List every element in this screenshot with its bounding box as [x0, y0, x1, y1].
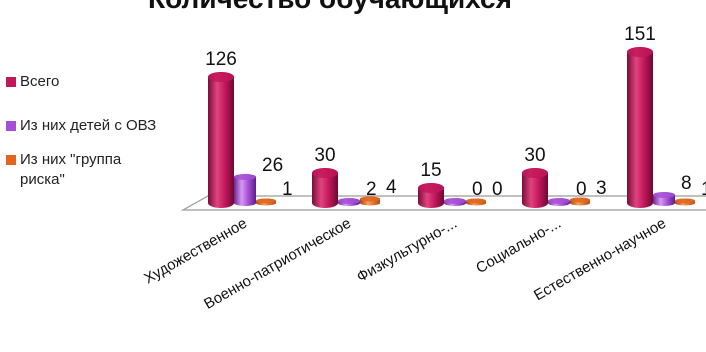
legend-label: Всего [20, 73, 60, 90]
value-label: 0 [492, 179, 503, 200]
value-label: 0 [576, 179, 587, 200]
bar-cap [522, 168, 548, 178]
value-label: 1 [701, 179, 706, 200]
value-label: 30 [524, 145, 545, 166]
bar [312, 168, 338, 208]
bar-cap [466, 198, 486, 204]
bar-cap [338, 198, 360, 204]
legend-label: Из них "группа риска" [20, 151, 122, 188]
bar-cap [256, 198, 276, 204]
bar [570, 197, 590, 206]
value-label: 3 [596, 178, 607, 199]
value-label: 26 [262, 155, 283, 176]
bar [338, 198, 360, 206]
category-label: Социально-... [473, 215, 564, 277]
bar-cap [653, 192, 675, 198]
bar-cap [234, 174, 256, 180]
value-label: 30 [314, 145, 335, 166]
chart-title: Количество обучающихся [148, 0, 512, 14]
category-label: Художественное [141, 215, 250, 288]
value-label: 15 [420, 160, 441, 181]
bar [466, 198, 486, 206]
bar-cap [312, 168, 338, 178]
bar [208, 72, 234, 208]
bar [627, 47, 653, 208]
bar-cap [570, 197, 590, 203]
bar [360, 196, 380, 206]
value-label: 151 [624, 24, 656, 45]
legend-item-risk: Из них "группа риска" [6, 150, 176, 190]
bar-cap [444, 198, 466, 204]
bar [548, 198, 570, 206]
value-label: 4 [386, 177, 397, 198]
bar-cap [627, 47, 653, 57]
bar-cap [418, 183, 444, 193]
bar [653, 192, 675, 206]
bar [522, 168, 548, 208]
bar-cap [548, 198, 570, 204]
bar-body [522, 168, 548, 208]
value-label: 8 [681, 173, 692, 194]
value-label: 0 [472, 179, 483, 200]
category-label: Физкультурно-... [354, 215, 460, 286]
bar-body [208, 72, 234, 208]
value-label: 1 [282, 179, 293, 200]
value-label: 126 [205, 49, 237, 70]
legend-item-total: Всего [6, 72, 176, 92]
legend-item-ovz: Из них детей с ОВЗ [6, 116, 176, 136]
legend-swatch [6, 121, 16, 131]
legend-label: Из них детей с ОВЗ [20, 117, 157, 134]
bar [418, 183, 444, 208]
legend-swatch [6, 77, 16, 87]
bar [444, 198, 466, 206]
bar [675, 198, 695, 206]
bar [234, 174, 256, 206]
bar [256, 198, 276, 206]
bar-cap [675, 198, 695, 204]
value-label: 2 [366, 179, 377, 200]
bar-cap [208, 72, 234, 82]
bar-body [312, 168, 338, 208]
legend: Всего Из них детей с ОВЗ Из них "группа … [6, 72, 176, 208]
bar-cap [360, 196, 380, 202]
bar-body [627, 47, 653, 208]
legend-swatch [6, 155, 16, 165]
bar-body [234, 174, 256, 206]
